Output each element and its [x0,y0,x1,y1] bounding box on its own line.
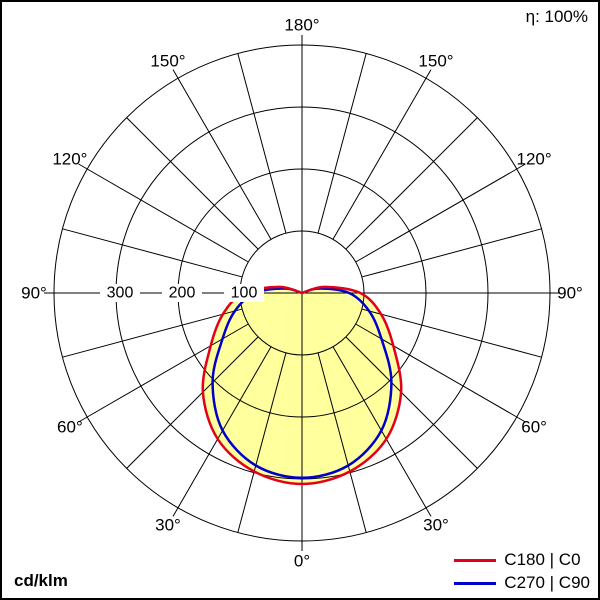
grid-tick [172,507,179,517]
grid-tick [425,69,432,79]
angle-label: 60° [521,418,547,437]
grid-spoke [317,352,367,533]
angle-label: 120° [517,150,552,169]
scale-label: 100 [231,285,258,302]
grid-tick [425,507,432,517]
efficiency-label: η: 100% [525,7,588,26]
grid-spoke [237,352,287,533]
angle-label: 120° [52,150,87,169]
legend-label: C270 | C90 [504,573,590,592]
grid-tick [78,163,88,170]
grid-spoke [126,336,259,469]
grid-spoke [126,117,259,250]
grid-spoke [355,168,518,263]
scale-label: 200 [169,285,196,302]
grid-spoke [177,346,272,509]
angle-label: 60° [57,418,83,437]
grid-spoke [177,77,272,240]
angle-label: 150° [150,51,185,70]
grid-spoke [345,117,478,250]
scale-label-bg [224,284,264,302]
scale-label-bg [100,284,140,302]
legend-item-c180-c0: C180 | C0 [454,550,590,570]
legend-swatch [454,581,497,585]
grid-spoke [332,346,427,509]
unit-label: cd/klm [14,571,68,590]
grid-spoke [62,228,243,278]
angle-label: 150° [418,51,453,70]
grid-tick [516,163,526,170]
grid-spoke [317,53,367,234]
angle-label: 0° [294,552,310,571]
grid-spoke [361,228,542,278]
scale-label-bg [162,284,202,302]
grid-spoke [62,308,243,358]
angle-label: 180° [284,16,319,35]
curve-c180-c0 [201,285,403,486]
angle-label: 90° [21,284,47,303]
grid-tick [172,69,179,79]
grid-spoke [86,168,249,263]
angle-label: 30° [155,516,181,535]
scale-label: 300 [107,285,134,302]
angle-label: 90° [557,284,583,303]
grid-spoke [332,77,427,240]
grid-tick [516,416,526,423]
legend-item-c270-c90: C270 | C90 [454,573,590,593]
legend: C180 | C0 C270 | C90 [454,550,590,593]
grid-spoke [345,336,478,469]
grid-spoke [361,308,542,358]
grid-tick [78,416,88,423]
legend-swatch [454,558,497,562]
grid-spoke [237,53,287,234]
curve-c270-c90 [211,287,393,480]
legend-label: C180 | C0 [504,550,581,569]
angle-label: 30° [423,516,449,535]
